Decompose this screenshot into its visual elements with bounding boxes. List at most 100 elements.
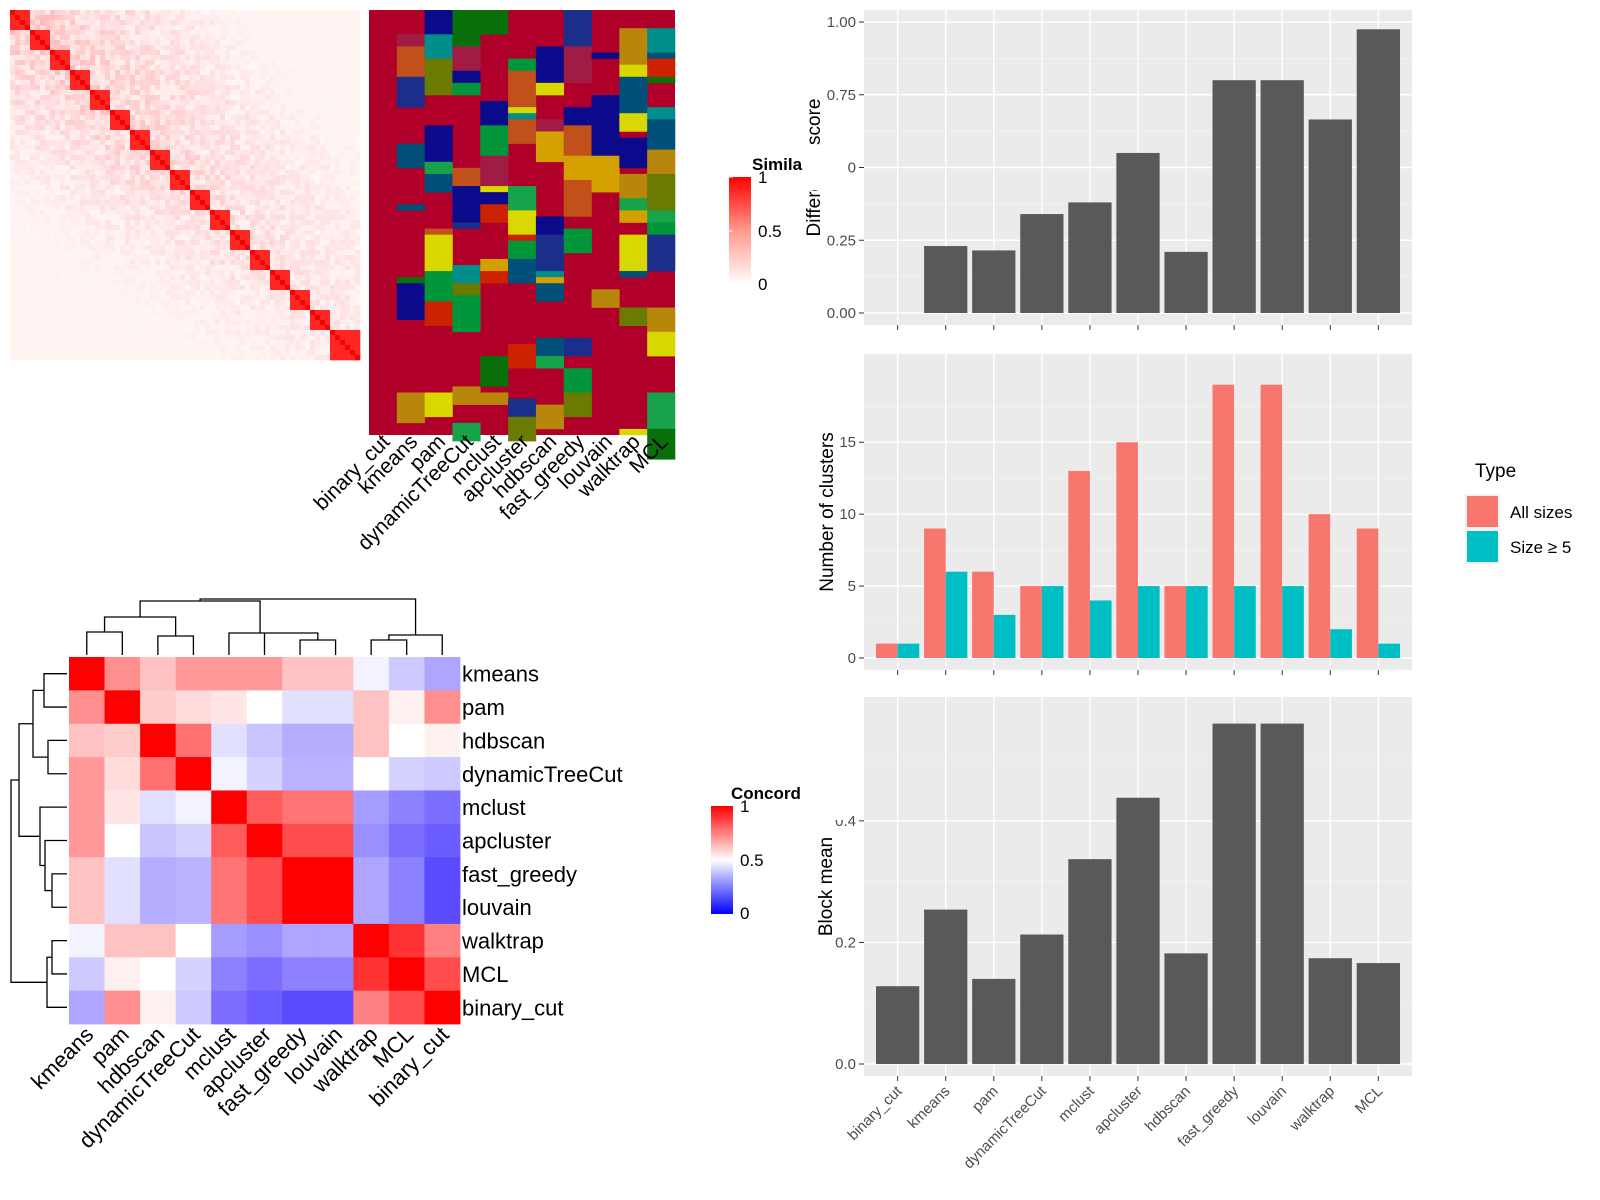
similarity-cell — [110, 270, 116, 276]
similarity-cell — [45, 15, 51, 21]
similarity-cell — [180, 305, 186, 311]
similarity-cell — [50, 135, 56, 141]
similarity-cell — [290, 260, 296, 266]
similarity-cell — [115, 115, 121, 121]
similarity-cell — [235, 90, 241, 96]
concordance-cell — [140, 657, 177, 691]
similarity-cell — [135, 85, 141, 91]
similarity-cell — [165, 45, 171, 51]
similarity-cell — [300, 225, 306, 231]
similarity-cell — [275, 325, 281, 331]
similarity-cell — [115, 90, 121, 96]
concordance-row-label: kmeans — [462, 662, 539, 687]
concordance-cell — [175, 757, 212, 791]
similarity-cell — [60, 150, 66, 156]
similarity-cell — [35, 70, 41, 76]
similarity-cell — [100, 235, 106, 241]
similarity-cell — [345, 245, 351, 251]
similarity-cell — [195, 85, 201, 91]
similarity-cell — [230, 45, 236, 51]
similarity-cell — [320, 305, 326, 311]
similarity-cell — [170, 30, 176, 36]
similarity-cell — [165, 10, 171, 16]
similarity-cell — [235, 125, 241, 131]
legend-key-all-sizes — [1467, 496, 1498, 527]
similarity-cell — [85, 280, 91, 286]
concordance-cell — [424, 690, 461, 725]
similarity-cell — [190, 180, 196, 186]
similarity-cell — [90, 210, 96, 216]
similarity-cell — [355, 170, 361, 176]
similarity-cell — [150, 90, 156, 96]
similarity-cell — [90, 115, 96, 121]
similarity-cell — [195, 250, 201, 256]
similarity-cell — [140, 35, 146, 41]
similarity-cell — [230, 270, 236, 276]
similarity-cell — [310, 145, 316, 151]
similarity-cell — [175, 170, 181, 176]
similarity-cell — [255, 335, 261, 341]
similarity-cell — [175, 90, 181, 96]
similarity-cell — [310, 275, 316, 281]
similarity-cell — [135, 140, 141, 146]
similarity-cell — [210, 275, 216, 281]
similarity-cell — [325, 305, 331, 311]
similarity-cell — [15, 225, 21, 231]
similarity-cell — [345, 265, 351, 271]
similarity-cell — [195, 20, 201, 26]
similarity-cell — [235, 115, 241, 121]
similarity-cell — [245, 90, 251, 96]
similarity-cell — [25, 120, 31, 126]
similarity-cell — [90, 95, 96, 101]
similarity-cell — [145, 260, 151, 266]
similarity-cell — [75, 10, 81, 16]
similarity-cell — [135, 245, 141, 251]
similarity-cell — [15, 105, 21, 111]
similarity-cell — [260, 245, 266, 251]
similarity-cell — [115, 205, 121, 211]
cluster-cell — [535, 46, 565, 84]
similarity-cell — [170, 85, 176, 91]
cluster-cell — [452, 46, 481, 72]
similarity-cell — [300, 155, 306, 161]
concordance-row-label: hdbscan — [462, 728, 545, 753]
similarity-cell — [290, 195, 296, 201]
similarity-cell — [330, 125, 336, 131]
similarity-cell — [265, 220, 271, 226]
similarity-cell — [340, 285, 346, 291]
similarity-cell — [255, 255, 261, 261]
similarity-cell — [205, 220, 211, 226]
similarity-cell — [255, 25, 261, 31]
similarity-cell — [275, 200, 281, 206]
similarity-cell — [135, 95, 141, 101]
similarity-cell — [225, 165, 231, 171]
similarity-cell — [130, 40, 136, 46]
similarity-cell — [155, 125, 161, 131]
similarity-cell — [315, 330, 321, 336]
similarity-cell — [330, 220, 336, 226]
similarity-cell — [135, 235, 141, 241]
similarity-cell — [305, 355, 311, 361]
cluster-cell — [480, 258, 509, 272]
similarity-cell — [125, 10, 131, 16]
similarity-cell — [90, 25, 96, 31]
similarity-cell — [70, 100, 76, 106]
similarity-cell — [120, 15, 126, 21]
similarity-cell — [150, 50, 156, 56]
similarity-cell — [270, 60, 276, 66]
similarity-cell — [295, 130, 301, 136]
similarity-cell — [20, 160, 26, 166]
similarity-cell — [205, 205, 211, 211]
similarity-cell — [145, 320, 151, 326]
similarity-cell — [55, 115, 61, 121]
similarity-cell — [245, 30, 251, 36]
similarity-cell — [325, 185, 331, 191]
similarity-cell — [325, 170, 331, 176]
concordance-cell — [246, 790, 283, 825]
similarity-cell — [215, 330, 221, 336]
similarity-cell — [200, 50, 206, 56]
similarity-cell — [315, 350, 321, 356]
similarity-cell — [130, 270, 136, 276]
similarity-cell — [40, 190, 46, 196]
